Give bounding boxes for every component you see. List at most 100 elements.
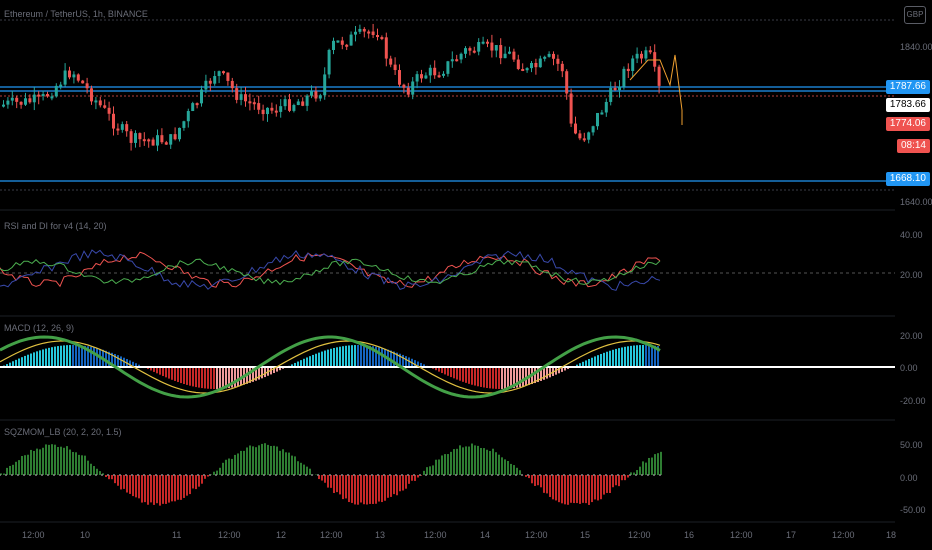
macd-histogram-bar bbox=[657, 346, 659, 367]
candle-body bbox=[274, 110, 278, 113]
sqz-dot bbox=[59, 474, 61, 476]
countdown-tag: 08:14 bbox=[896, 139, 930, 153]
sqz-bar bbox=[339, 475, 341, 495]
sqz-dot bbox=[107, 474, 109, 476]
sqz-bar bbox=[84, 455, 86, 475]
sqz-dot bbox=[89, 474, 91, 476]
sqz-bar bbox=[513, 465, 515, 475]
macd-histogram-bar bbox=[630, 345, 632, 367]
sqz-bar bbox=[99, 471, 101, 475]
currency-button[interactable]: GBP bbox=[904, 6, 926, 24]
candle-body bbox=[15, 97, 19, 102]
sqz-bar bbox=[291, 455, 293, 475]
candle-body bbox=[552, 53, 555, 59]
sqz-dot bbox=[101, 474, 103, 476]
sqz-dot bbox=[563, 474, 565, 476]
macd-histogram-bar bbox=[180, 367, 182, 384]
macd-histogram-bar bbox=[129, 360, 131, 367]
sqz-dot bbox=[653, 474, 655, 476]
macd-histogram-bar bbox=[414, 360, 416, 367]
macd-histogram-bar bbox=[75, 345, 77, 367]
sqz-dot bbox=[545, 474, 547, 476]
sqz-bar bbox=[396, 475, 398, 496]
candle-body bbox=[631, 58, 635, 72]
macd-histogram-bar bbox=[618, 348, 620, 367]
sqz-dot bbox=[341, 474, 343, 476]
sqz-bar bbox=[390, 475, 392, 497]
sqz-bar bbox=[6, 467, 8, 475]
sqz-dot bbox=[419, 474, 421, 476]
macd-histogram-bar bbox=[183, 367, 185, 385]
sqz-bar bbox=[561, 475, 563, 504]
macd-histogram-bar bbox=[96, 348, 98, 367]
macd-histogram-bar bbox=[228, 367, 230, 388]
sqz-dot bbox=[227, 474, 229, 476]
macd-histogram-bar bbox=[339, 346, 341, 367]
sqz-dot bbox=[17, 474, 19, 476]
candle-body bbox=[301, 101, 305, 106]
sqz-bar bbox=[453, 449, 455, 475]
candle-body bbox=[164, 142, 168, 145]
macd-histogram-bar bbox=[465, 367, 467, 383]
macd-histogram-bar bbox=[525, 367, 527, 386]
candle-body bbox=[217, 71, 221, 77]
sqz-bar bbox=[165, 475, 167, 504]
candle-body bbox=[340, 40, 344, 45]
sqz-dot bbox=[329, 474, 331, 476]
sqz-bar bbox=[357, 475, 359, 505]
sqz-bar bbox=[3, 473, 5, 475]
price-tag-last: 1774.06 bbox=[885, 117, 930, 131]
sqz-bar bbox=[636, 470, 638, 475]
sqz-dot bbox=[437, 474, 439, 476]
macd-histogram-bar bbox=[516, 367, 518, 388]
sqz-bar bbox=[39, 449, 41, 475]
candle-body bbox=[486, 41, 489, 44]
sqz-dot bbox=[179, 474, 181, 476]
candle-body bbox=[235, 88, 239, 100]
macd-histogram-bar bbox=[81, 345, 83, 367]
macd-histogram-bar bbox=[624, 346, 626, 367]
candle-body bbox=[332, 40, 335, 50]
sqz-bar bbox=[651, 457, 653, 475]
macd-histogram-bar bbox=[393, 351, 395, 367]
sqz-bar bbox=[546, 475, 548, 494]
sqz-bar bbox=[477, 445, 479, 475]
sqz-bar bbox=[147, 475, 149, 505]
sqz-dot bbox=[425, 474, 427, 476]
macd-histogram-bar bbox=[165, 367, 167, 378]
sqz-bar bbox=[423, 470, 425, 475]
candle-body bbox=[415, 74, 419, 82]
macd-histogram-bar bbox=[423, 364, 425, 367]
sqz-dot bbox=[629, 474, 631, 476]
sqz-dot bbox=[575, 474, 577, 476]
macd-histogram-bar bbox=[276, 367, 278, 372]
sqz-bar bbox=[234, 454, 236, 475]
sqz-bar bbox=[168, 475, 170, 503]
macd-histogram-bar bbox=[501, 367, 503, 389]
sqz-dot bbox=[467, 474, 469, 476]
candle-body bbox=[252, 102, 256, 105]
sqz-bar bbox=[249, 445, 251, 475]
candle-body bbox=[477, 42, 481, 52]
candle-body bbox=[626, 68, 630, 72]
sqz-dot bbox=[365, 474, 367, 476]
macd-histogram-bar bbox=[315, 353, 317, 367]
candle-body bbox=[85, 83, 89, 89]
sqz-dot bbox=[515, 474, 517, 476]
sqz-bar bbox=[345, 475, 347, 499]
candle-body bbox=[323, 74, 327, 96]
sqz-bar bbox=[189, 475, 191, 495]
sqz-bar bbox=[81, 455, 83, 475]
macd-histogram-bar bbox=[540, 367, 542, 381]
sqz-bar bbox=[438, 459, 440, 475]
macd-histogram-bar bbox=[480, 367, 482, 387]
sqz-bar bbox=[615, 475, 617, 486]
macd-histogram-bar bbox=[564, 367, 566, 371]
sqz-bar bbox=[123, 475, 125, 489]
candle-body bbox=[556, 58, 560, 64]
macd-histogram-bar bbox=[345, 345, 347, 367]
macd-histogram-bar bbox=[510, 367, 512, 389]
macd-histogram-bar bbox=[408, 357, 410, 367]
